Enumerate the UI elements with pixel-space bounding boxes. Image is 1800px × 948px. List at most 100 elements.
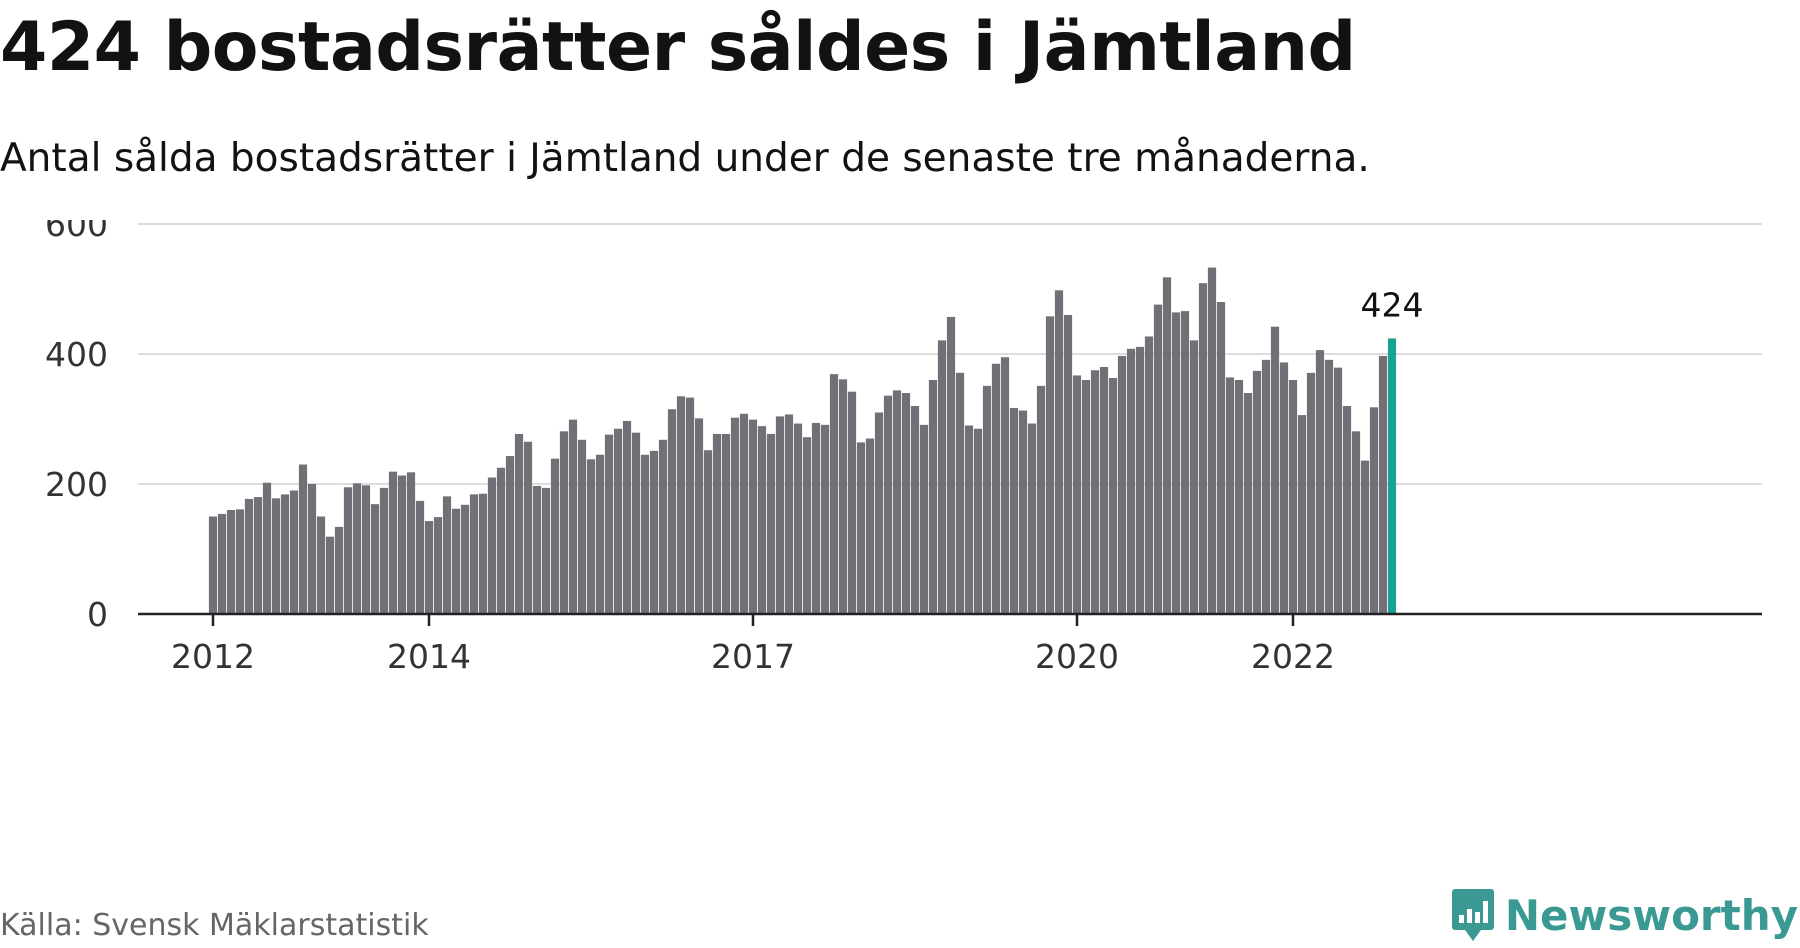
bar <box>640 454 650 614</box>
x-tick-label: 2017 <box>711 637 795 676</box>
bar <box>397 475 407 614</box>
bar <box>388 471 398 614</box>
bar <box>1315 350 1325 614</box>
bar <box>973 428 983 614</box>
bar <box>1261 359 1271 614</box>
bar <box>1054 290 1064 614</box>
bar <box>532 485 542 614</box>
bar <box>442 496 452 614</box>
bar <box>802 437 812 614</box>
bar <box>955 372 965 614</box>
bar <box>1234 380 1244 614</box>
bar <box>226 510 236 614</box>
bar <box>757 426 767 614</box>
bar <box>343 487 353 614</box>
bar <box>1378 355 1388 614</box>
bar <box>1225 377 1235 614</box>
bar <box>433 517 443 614</box>
bar <box>748 419 758 614</box>
bar <box>1297 415 1307 614</box>
bar <box>424 521 434 614</box>
y-tick-label: 0 <box>87 595 108 634</box>
brand-name: Newsworthy <box>1504 890 1798 940</box>
bar <box>730 417 740 614</box>
bar <box>694 418 704 614</box>
bar <box>739 413 749 614</box>
x-tick-label: 2020 <box>1035 637 1119 676</box>
bar <box>469 494 479 614</box>
bar <box>1324 359 1334 614</box>
source-note: Källa: Svensk Mäklarstatistik <box>0 908 429 943</box>
bar <box>1126 348 1136 614</box>
bar <box>937 340 947 614</box>
bar <box>1171 312 1181 614</box>
bar <box>919 424 929 614</box>
bar <box>379 487 389 614</box>
bar <box>982 385 992 614</box>
bar <box>586 459 596 614</box>
bar <box>910 406 920 614</box>
bar <box>649 450 659 614</box>
bar <box>847 391 857 614</box>
bar <box>1117 355 1127 614</box>
bar <box>1072 375 1082 614</box>
bar <box>478 493 488 614</box>
bar <box>1306 372 1316 614</box>
bar <box>253 497 263 614</box>
bar <box>1018 410 1028 614</box>
y-tick-label: 400 <box>45 335 108 374</box>
bar <box>883 395 893 614</box>
x-tick-label: 2022 <box>1251 637 1335 676</box>
bar <box>559 431 569 614</box>
bar <box>1027 423 1037 614</box>
bar <box>514 433 524 614</box>
bar <box>928 380 938 614</box>
highlight-value-label: 424 <box>1361 285 1424 324</box>
bar <box>766 433 776 614</box>
bar <box>1144 336 1154 614</box>
bar <box>415 500 425 614</box>
bar <box>568 419 578 614</box>
bar <box>829 374 839 614</box>
bar <box>406 472 416 614</box>
bar <box>1189 340 1199 614</box>
bar <box>1180 311 1190 614</box>
bar <box>1279 362 1289 614</box>
bar <box>1000 357 1010 614</box>
bar <box>856 442 866 614</box>
bar <box>352 483 362 614</box>
bar <box>451 508 461 614</box>
bar <box>1081 380 1091 614</box>
bar <box>496 467 506 614</box>
y-tick-label: 600 <box>45 220 108 244</box>
bar <box>217 513 227 614</box>
bar <box>1198 283 1208 614</box>
bar <box>244 498 254 614</box>
bar <box>1045 316 1055 614</box>
chart-subtitle: Antal sålda bostadsrätter i Jämtland und… <box>0 136 1370 181</box>
newsworthy-logo-icon <box>1451 889 1494 941</box>
bar <box>631 432 641 614</box>
bar <box>325 536 335 614</box>
bar <box>1063 315 1073 614</box>
bar <box>541 487 551 614</box>
bar <box>658 439 668 614</box>
bar <box>577 439 587 614</box>
bar <box>721 433 731 614</box>
bar <box>298 464 308 614</box>
bar <box>208 516 218 614</box>
bar <box>334 526 344 614</box>
bar <box>604 434 614 614</box>
bar <box>793 423 803 614</box>
bar <box>775 416 785 614</box>
bar <box>271 498 281 614</box>
bar <box>1216 302 1226 614</box>
bar <box>1207 267 1217 614</box>
bar <box>262 482 272 614</box>
bar <box>865 438 875 614</box>
bar <box>703 450 713 614</box>
bar <box>460 504 470 614</box>
x-tick-label: 2012 <box>171 637 255 676</box>
bar <box>307 484 317 614</box>
bar <box>667 409 677 614</box>
